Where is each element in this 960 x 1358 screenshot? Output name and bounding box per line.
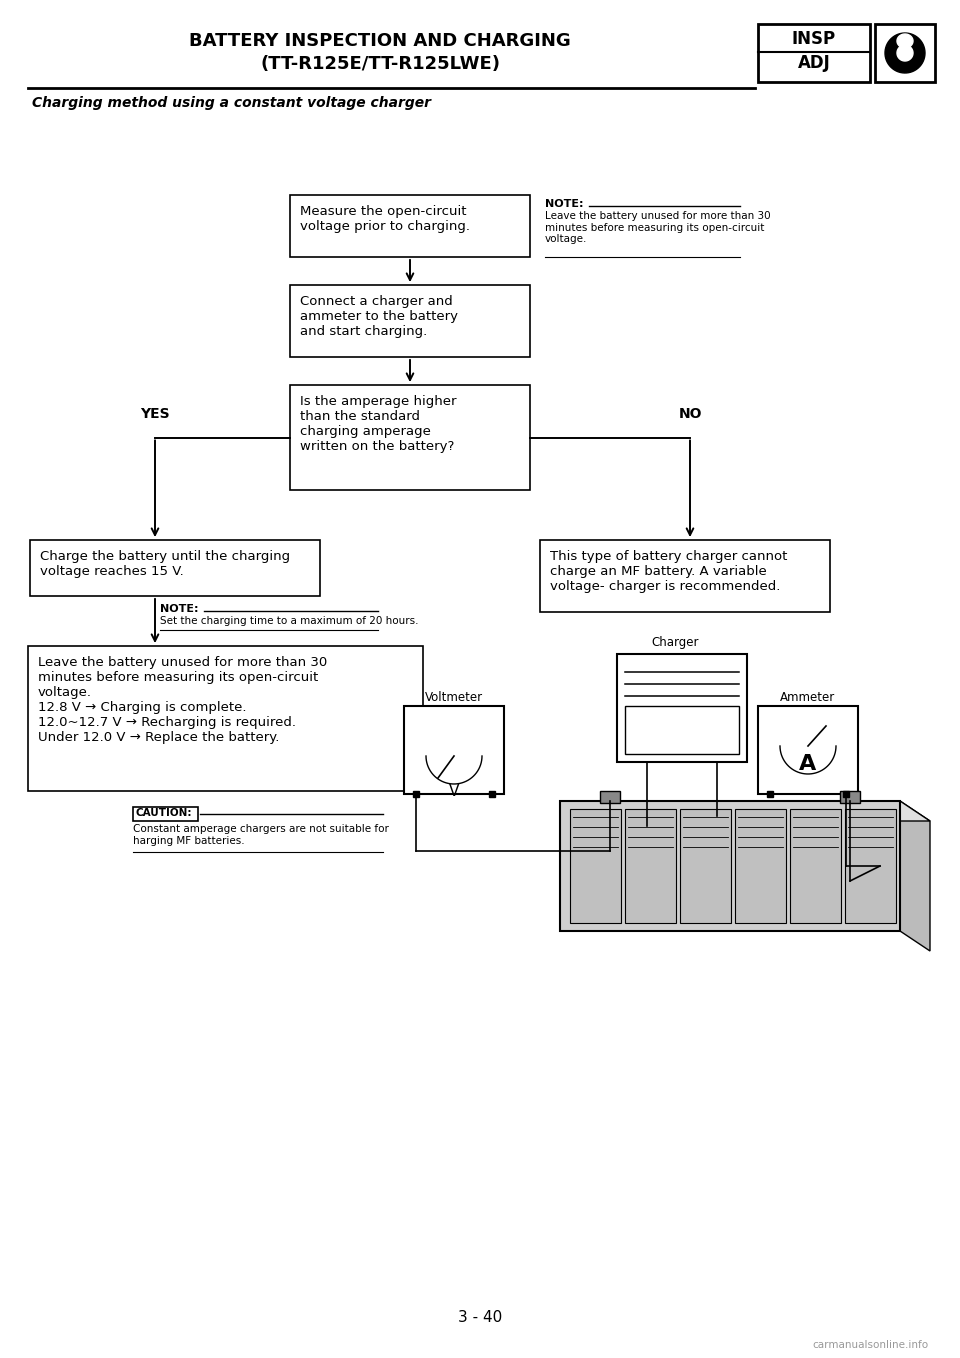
Text: carmanualsonline.info: carmanualsonline.info xyxy=(812,1340,928,1350)
Polygon shape xyxy=(885,33,925,73)
Text: A: A xyxy=(800,754,817,774)
Bar xyxy=(758,706,858,794)
Text: Constant amperage chargers are not suitable for
harging MF batteries.: Constant amperage chargers are not suita… xyxy=(133,824,389,846)
Text: Connect a charger and
ammeter to the battery
and start charging.: Connect a charger and ammeter to the bat… xyxy=(300,295,458,338)
Text: Is the amperage higher
than the standard
charging amperage
written on the batter: Is the amperage higher than the standard… xyxy=(300,395,457,454)
Text: Set the charging time to a maximum of 20 hours.: Set the charging time to a maximum of 20… xyxy=(160,617,419,626)
Text: NOTE:: NOTE: xyxy=(545,200,584,209)
Bar xyxy=(133,807,198,822)
Polygon shape xyxy=(560,801,930,822)
Text: Ammeter: Ammeter xyxy=(780,691,835,703)
Text: Leave the battery unused for more than 30
minutes before measuring its open-circ: Leave the battery unused for more than 3… xyxy=(545,210,771,244)
Text: (TT-R125E/TT-R125LWE): (TT-R125E/TT-R125LWE) xyxy=(260,56,500,73)
Bar xyxy=(560,801,900,932)
Text: NO: NO xyxy=(679,407,702,421)
Bar xyxy=(845,809,896,923)
Text: Measure the open-circuit
voltage prior to charging.: Measure the open-circuit voltage prior t… xyxy=(300,205,470,234)
Text: This type of battery charger cannot
charge an MF battery. A variable
voltage- ch: This type of battery charger cannot char… xyxy=(550,550,787,593)
Polygon shape xyxy=(897,45,913,61)
Text: Voltmeter: Voltmeter xyxy=(425,691,483,703)
Text: ADJ: ADJ xyxy=(798,54,830,72)
Text: CAUTION:: CAUTION: xyxy=(136,808,193,818)
Text: 3 - 40: 3 - 40 xyxy=(458,1310,502,1325)
Bar xyxy=(680,809,731,923)
Text: INSP: INSP xyxy=(792,30,836,48)
Text: Leave the battery unused for more than 30
minutes before measuring its open-circ: Leave the battery unused for more than 3… xyxy=(38,656,327,744)
Text: Charge the battery until the charging
voltage reaches 15 V.: Charge the battery until the charging vo… xyxy=(40,550,290,579)
Bar xyxy=(840,790,860,803)
Text: V: V xyxy=(449,784,459,799)
Bar xyxy=(625,809,676,923)
Bar xyxy=(790,809,841,923)
Text: NOTE:: NOTE: xyxy=(160,604,199,614)
Polygon shape xyxy=(900,801,930,951)
Bar xyxy=(290,285,530,357)
Text: BATTERY INSPECTION AND CHARGING: BATTERY INSPECTION AND CHARGING xyxy=(189,33,571,50)
Text: Charger: Charger xyxy=(651,636,699,649)
Text: Charging method using a constant voltage charger: Charging method using a constant voltage… xyxy=(32,96,431,110)
Text: YES: YES xyxy=(140,407,170,421)
Bar xyxy=(875,24,935,81)
Bar xyxy=(600,790,620,803)
Polygon shape xyxy=(897,34,913,48)
Bar xyxy=(570,809,621,923)
Bar xyxy=(540,540,830,612)
Bar xyxy=(28,646,423,790)
Bar xyxy=(758,24,870,81)
Bar xyxy=(735,809,786,923)
Bar xyxy=(625,706,739,754)
Bar xyxy=(404,706,504,794)
Bar xyxy=(290,386,530,490)
Bar xyxy=(617,655,747,762)
Bar xyxy=(290,196,530,257)
Bar xyxy=(30,540,320,596)
